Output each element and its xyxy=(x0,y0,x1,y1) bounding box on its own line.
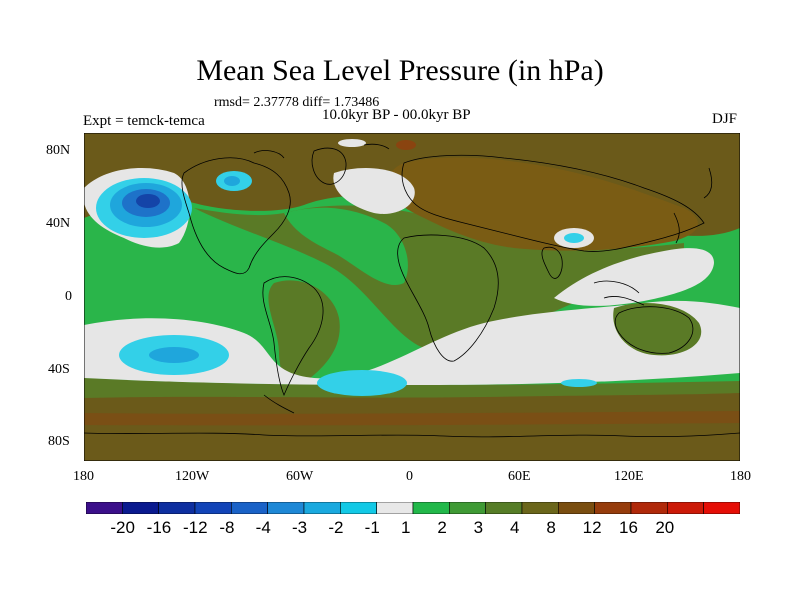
colorbar-swatch xyxy=(194,502,232,514)
season-label: DJF xyxy=(712,111,738,127)
colorbar-swatch xyxy=(376,502,414,514)
colorbar-swatch xyxy=(594,502,632,514)
north-atlantic-green xyxy=(284,207,408,286)
colorbar-swatch xyxy=(667,502,704,514)
colorbar-swatch xyxy=(412,502,450,514)
arctic-white-spot xyxy=(338,139,366,147)
colorbar-tick-label: 20 xyxy=(655,518,675,537)
x-tick-0: 0 xyxy=(406,469,413,484)
y-tick-0: 0 xyxy=(65,289,72,304)
colorbar-swatch xyxy=(630,502,668,514)
south-orange-streak xyxy=(84,411,740,426)
colorbar-swatch xyxy=(303,502,341,514)
x-tick-180w: 180 xyxy=(73,469,94,484)
colorbar-swatch xyxy=(340,502,377,514)
x-tick-60e: 60E xyxy=(508,469,531,484)
australia-olive-zone xyxy=(613,303,702,356)
colorbar-tick-label: -12 xyxy=(183,518,208,537)
colorbar-tick-label: -3 xyxy=(292,518,308,537)
experiment-label: Expt = temck-temca xyxy=(83,113,205,129)
stats-label: rmsd= 2.37778 diff= 1.73486 xyxy=(214,95,380,110)
colorbar xyxy=(86,502,740,514)
indian-ocean-white-tongue xyxy=(554,248,714,306)
south-indian-low-cyan xyxy=(561,379,597,387)
period-subtitle: 10.0kyr BP - 00.0kyr BP xyxy=(322,107,471,123)
x-tick-180e: 180 xyxy=(730,469,751,484)
x-tick-60w: 60W xyxy=(286,469,314,484)
colorbar-swatch xyxy=(158,502,196,514)
x-tick-120w: 120W xyxy=(175,469,210,484)
chart-title: Mean Sea Level Pressure (in hPa) xyxy=(196,54,604,87)
y-tick-80s: 80S xyxy=(48,434,70,449)
colorbar-tick-label: 2 xyxy=(437,518,447,537)
south-pacific-low-core xyxy=(149,347,199,363)
colorbar-swatch xyxy=(86,502,123,514)
pressure-map xyxy=(84,133,740,461)
south-high-pressure-band xyxy=(84,393,740,461)
colorbar-tick-label: 16 xyxy=(619,518,638,537)
arctic-orange-spot xyxy=(396,140,416,150)
colorbar-tick-label: -16 xyxy=(146,518,172,537)
colorbar-tick-label: 1 xyxy=(401,518,411,537)
colorbar-swatch xyxy=(703,502,740,514)
y-tick-80n: 80N xyxy=(46,143,71,158)
y-tick-40n: 40N xyxy=(46,216,71,231)
south-america-olive-zone xyxy=(268,280,340,386)
tibet-cyan xyxy=(564,233,584,243)
colorbar-swatch xyxy=(231,502,268,514)
colorbar-tick-label: -1 xyxy=(364,518,380,537)
colorbar-tick-label: -20 xyxy=(110,518,135,537)
colorbar-tick-label: 8 xyxy=(546,518,556,537)
colorbar-swatch xyxy=(122,502,159,514)
colorbar-tick-label: 4 xyxy=(510,518,520,537)
colorbar-tick-label: 3 xyxy=(473,518,484,537)
x-tick-120e: 120E xyxy=(614,469,644,484)
north-pacific-low-core xyxy=(136,194,160,208)
colorbar-swatch xyxy=(485,502,523,514)
southern-low-white-belt xyxy=(84,300,740,385)
colorbar-swatch xyxy=(267,502,305,514)
colorbar-tick-label: -8 xyxy=(219,518,235,537)
colorbar-swatch xyxy=(449,502,486,514)
colorbar-tick-label: 12 xyxy=(582,518,602,537)
north-atlantic-white xyxy=(333,168,415,214)
y-tick-40s: 40S xyxy=(48,362,70,377)
colorbar-swatch xyxy=(558,502,595,514)
coastlines xyxy=(84,143,740,438)
south-atlantic-low-cyan xyxy=(317,370,407,396)
colorbar-swatch xyxy=(521,502,559,514)
colorbar-tick-label: -4 xyxy=(255,518,271,537)
greenland-low-core xyxy=(224,176,240,186)
eurasia-brown-zone xyxy=(387,157,698,251)
colorbar-tick-label: -2 xyxy=(328,518,344,537)
